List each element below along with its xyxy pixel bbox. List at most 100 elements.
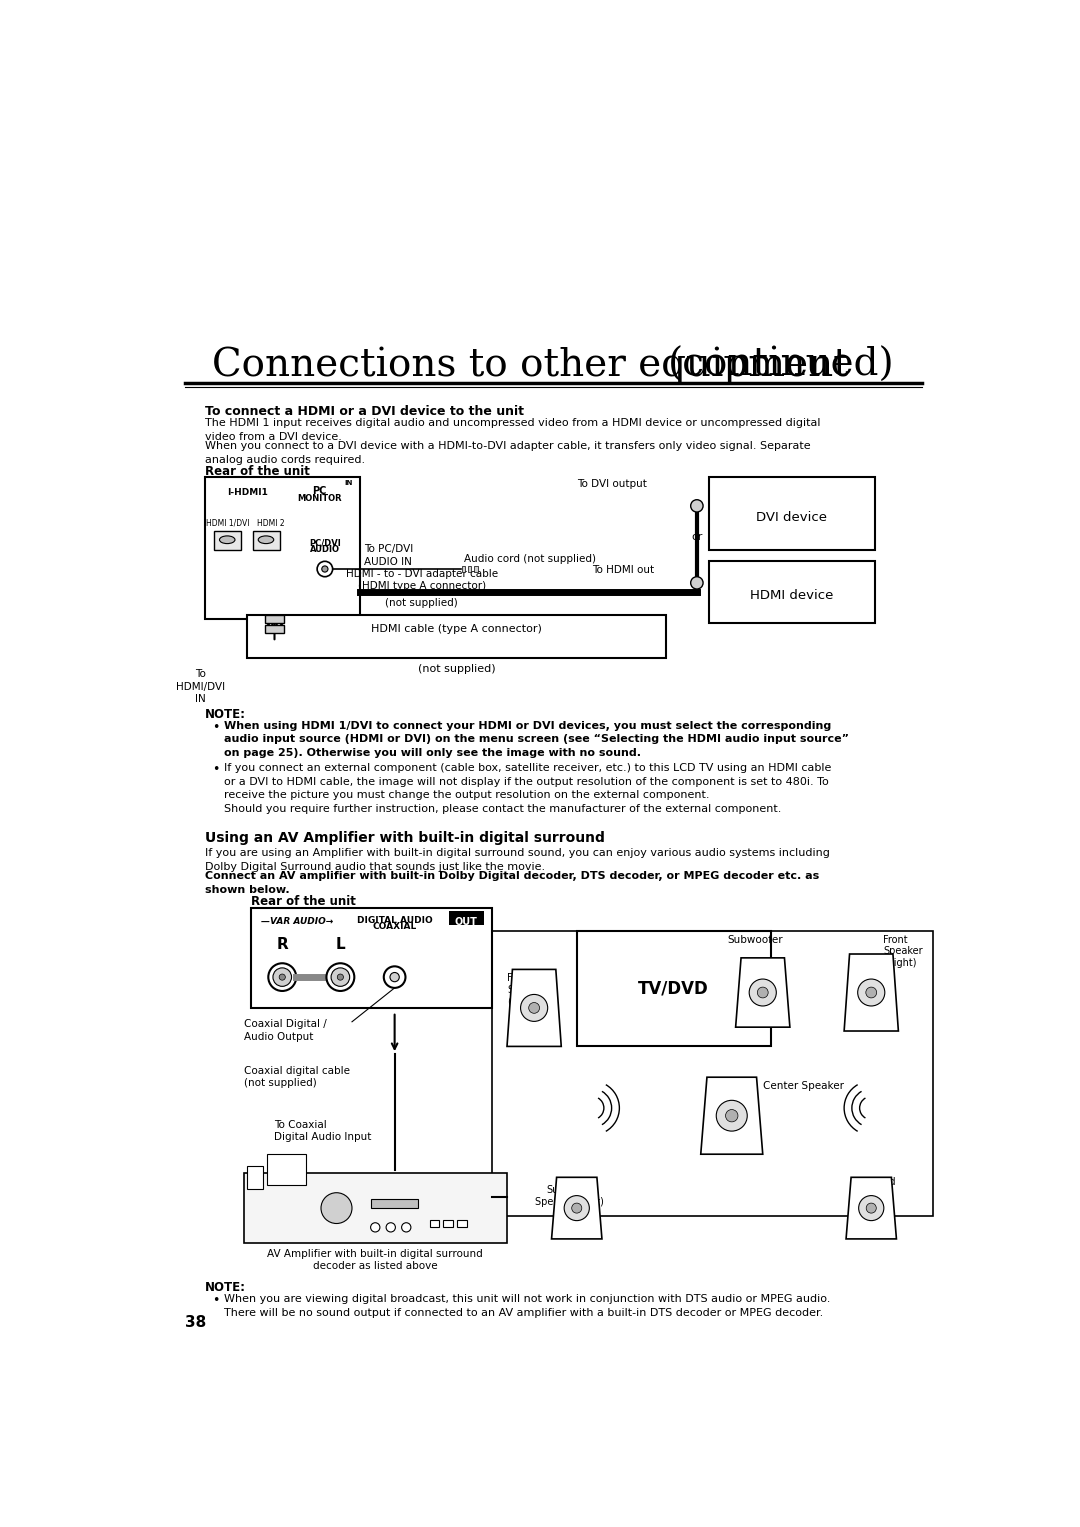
Text: To
HDMI/DVI
IN: To HDMI/DVI IN	[176, 669, 226, 704]
Text: HDMI 2: HDMI 2	[257, 519, 284, 528]
Circle shape	[318, 562, 333, 577]
Bar	[708, 562, 875, 623]
Ellipse shape	[219, 536, 235, 544]
Bar	[444, 1220, 453, 1228]
Text: To HDMI out: To HDMI out	[592, 565, 654, 576]
Circle shape	[564, 1196, 590, 1220]
Text: Coaxial Digital /
Audio Output: Coaxial Digital / Audio Output	[243, 1020, 326, 1041]
Circle shape	[866, 1203, 876, 1212]
Bar	[253, 530, 280, 550]
Circle shape	[757, 986, 768, 999]
Text: Using an AV Amplifier with built-in digital surround: Using an AV Amplifier with built-in digi…	[205, 831, 605, 844]
Text: When using HDMI 1/DVI to connect your HDMI or DVI devices, you must select the c: When using HDMI 1/DVI to connect your HD…	[225, 721, 849, 757]
Polygon shape	[552, 1177, 602, 1238]
Circle shape	[866, 986, 877, 999]
Text: To PC/DVI
AUDIO IN: To PC/DVI AUDIO IN	[364, 544, 413, 567]
Text: If you connect an external component (cable box, satellite receiver, etc.) to th: If you connect an external component (ca…	[225, 764, 832, 814]
Circle shape	[326, 964, 354, 991]
Bar	[247, 1165, 262, 1190]
Text: Connect an AV amplifier with built-in Dolby Digital decoder, DTS decoder, or MPE: Connect an AV amplifier with built-in Do…	[205, 870, 819, 895]
Circle shape	[858, 979, 885, 1006]
Text: MONITOR: MONITOR	[297, 493, 341, 502]
Bar	[474, 567, 477, 573]
Text: When you connect to a DVI device with a HDMI-to-DVI adapter cable, it transfers : When you connect to a DVI device with a …	[205, 441, 810, 466]
Text: 38: 38	[186, 1315, 206, 1330]
Bar	[214, 530, 241, 550]
Circle shape	[383, 967, 405, 988]
Text: OUT: OUT	[455, 918, 477, 927]
Text: PC/DVI: PC/DVI	[309, 538, 341, 547]
Text: Subwoofer: Subwoofer	[727, 935, 783, 945]
Circle shape	[521, 994, 548, 1022]
Circle shape	[750, 979, 777, 1006]
Circle shape	[387, 1223, 395, 1232]
Text: AUDIO: AUDIO	[310, 545, 340, 554]
Text: Coaxial digital cable
(not supplied): Coaxial digital cable (not supplied)	[243, 1066, 350, 1089]
Text: (not supplied): (not supplied)	[418, 664, 496, 673]
Circle shape	[273, 968, 292, 986]
Text: —VAR AUDIO→: —VAR AUDIO→	[260, 918, 333, 925]
Text: HDMI device: HDMI device	[751, 589, 834, 603]
Bar	[708, 476, 875, 550]
Circle shape	[691, 577, 703, 589]
Text: or: or	[691, 531, 703, 542]
Bar	[430, 1220, 438, 1228]
Text: Surround
Speaker
(Right): Surround Speaker (Right)	[852, 1177, 896, 1211]
Polygon shape	[507, 970, 562, 1046]
Circle shape	[337, 974, 343, 980]
Text: To connect a HDMI or a DVI device to the unit: To connect a HDMI or a DVI device to the…	[205, 405, 524, 418]
Text: PC: PC	[312, 486, 326, 496]
Polygon shape	[845, 954, 899, 1031]
Text: HDMI cable (type A connector): HDMI cable (type A connector)	[372, 625, 542, 634]
Text: Rear of the unit: Rear of the unit	[252, 895, 356, 907]
Bar	[247, 615, 666, 658]
Circle shape	[402, 1223, 410, 1232]
Text: AV Amplifier with built-in digital surround
decoder as listed above: AV Amplifier with built-in digital surro…	[268, 1249, 483, 1272]
Text: HDMI - to - DVI adapter cable
(HDMI type A connector): HDMI - to - DVI adapter cable (HDMI type…	[346, 570, 498, 591]
Text: NOTE:: NOTE:	[205, 1281, 246, 1295]
Text: •: •	[213, 764, 220, 776]
Text: The HDMI 1 input receives digital audio and uncompressed video from a HDMI devic: The HDMI 1 input receives digital audio …	[205, 418, 820, 443]
Bar	[252, 909, 491, 1008]
Circle shape	[268, 964, 296, 991]
Bar	[491, 931, 933, 1215]
Bar	[243, 1173, 507, 1243]
Text: Connections to other equipment: Connections to other equipment	[213, 347, 849, 383]
Bar	[462, 567, 465, 573]
Bar	[458, 1220, 467, 1228]
Circle shape	[529, 1003, 540, 1014]
Text: DIGITAL AUDIO: DIGITAL AUDIO	[356, 916, 432, 924]
Text: IN: IN	[343, 481, 352, 487]
Text: I-HDMI1: I-HDMI1	[227, 489, 268, 498]
Circle shape	[691, 499, 703, 512]
Text: •: •	[213, 1295, 220, 1307]
Text: To DVI output: To DVI output	[577, 479, 647, 489]
Polygon shape	[701, 1077, 762, 1154]
Circle shape	[279, 974, 285, 980]
Circle shape	[322, 567, 328, 573]
Text: R: R	[276, 938, 288, 951]
Text: •: •	[213, 721, 220, 733]
Text: Surround
Speaker (Left): Surround Speaker (Left)	[535, 1185, 604, 1206]
Polygon shape	[846, 1177, 896, 1238]
Text: NOTE:: NOTE:	[205, 707, 246, 721]
Text: Front
Speaker
(Right): Front Speaker (Right)	[882, 935, 922, 968]
Bar	[577, 931, 770, 1046]
Text: Rear of the unit: Rear of the unit	[205, 466, 310, 478]
Text: IN: IN	[267, 617, 275, 626]
Bar	[267, 1154, 306, 1185]
Text: Center Speaker: Center Speaker	[762, 1081, 843, 1092]
Text: If you are using an Amplifier with built-in digital surround sound, you can enjo: If you are using an Amplifier with built…	[205, 847, 829, 872]
Text: COAXIAL: COAXIAL	[373, 922, 417, 931]
Circle shape	[370, 1223, 380, 1232]
Bar	[449, 912, 484, 925]
Bar	[266, 615, 284, 623]
Bar	[266, 625, 284, 632]
Circle shape	[321, 1193, 352, 1223]
Circle shape	[332, 968, 350, 986]
Text: (continued): (continued)	[667, 347, 894, 383]
Circle shape	[859, 1196, 883, 1220]
Text: DVI device: DVI device	[756, 510, 827, 524]
Bar	[205, 476, 360, 618]
Text: (not supplied): (not supplied)	[386, 599, 458, 608]
